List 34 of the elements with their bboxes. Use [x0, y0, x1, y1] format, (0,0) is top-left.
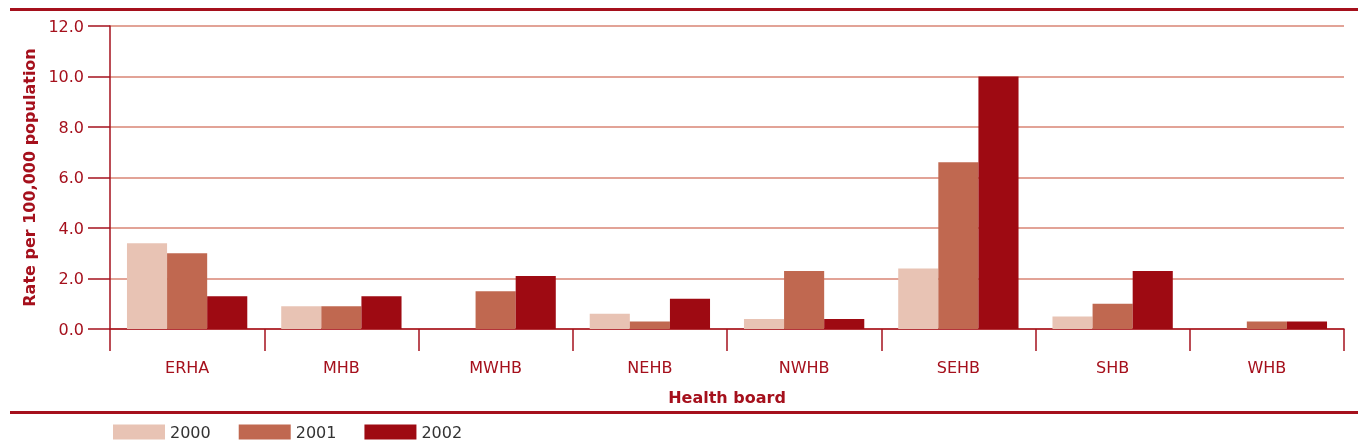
bar	[589, 313, 630, 329]
legend-label: 2002	[421, 422, 463, 442]
legend-label: 2000	[170, 422, 211, 442]
x-tick-label: ERHA	[165, 357, 210, 377]
bar	[1092, 303, 1133, 329]
bar	[167, 253, 208, 329]
y-tick-label: 0.0	[58, 319, 84, 339]
x-tick-label: SHB	[1096, 357, 1130, 377]
bar	[743, 318, 785, 329]
bar	[1246, 321, 1287, 329]
y-axis-title: Rate per 100,000 population	[19, 48, 39, 307]
bar	[475, 291, 516, 329]
y-tick-label: 6.0	[58, 168, 84, 187]
x-tick-label: NEHB	[627, 357, 673, 377]
x-tick-label: MWHB	[469, 357, 522, 377]
x-tick-label: NWHB	[778, 357, 830, 377]
bar	[938, 162, 979, 329]
x-tick-label: WHB	[1247, 357, 1287, 377]
y-tick-label: 4.0	[58, 218, 84, 238]
bar	[629, 321, 670, 329]
bar	[321, 306, 362, 329]
y-tick-label: 10.0	[48, 67, 84, 86]
legend-label: 2001	[295, 422, 337, 442]
y-tick-label: 2.0	[58, 269, 84, 288]
bar	[898, 268, 939, 329]
y-tick-label: 8.0	[58, 117, 84, 137]
x-axis-title: Health board	[668, 387, 786, 407]
x-tick-label: MHB	[322, 357, 360, 377]
bar	[784, 270, 825, 329]
bar	[281, 306, 322, 329]
bar	[1052, 316, 1093, 329]
y-tick-label: 12.0	[48, 16, 84, 36]
bar	[126, 243, 168, 329]
x-tick-label: SEHB	[936, 357, 981, 377]
